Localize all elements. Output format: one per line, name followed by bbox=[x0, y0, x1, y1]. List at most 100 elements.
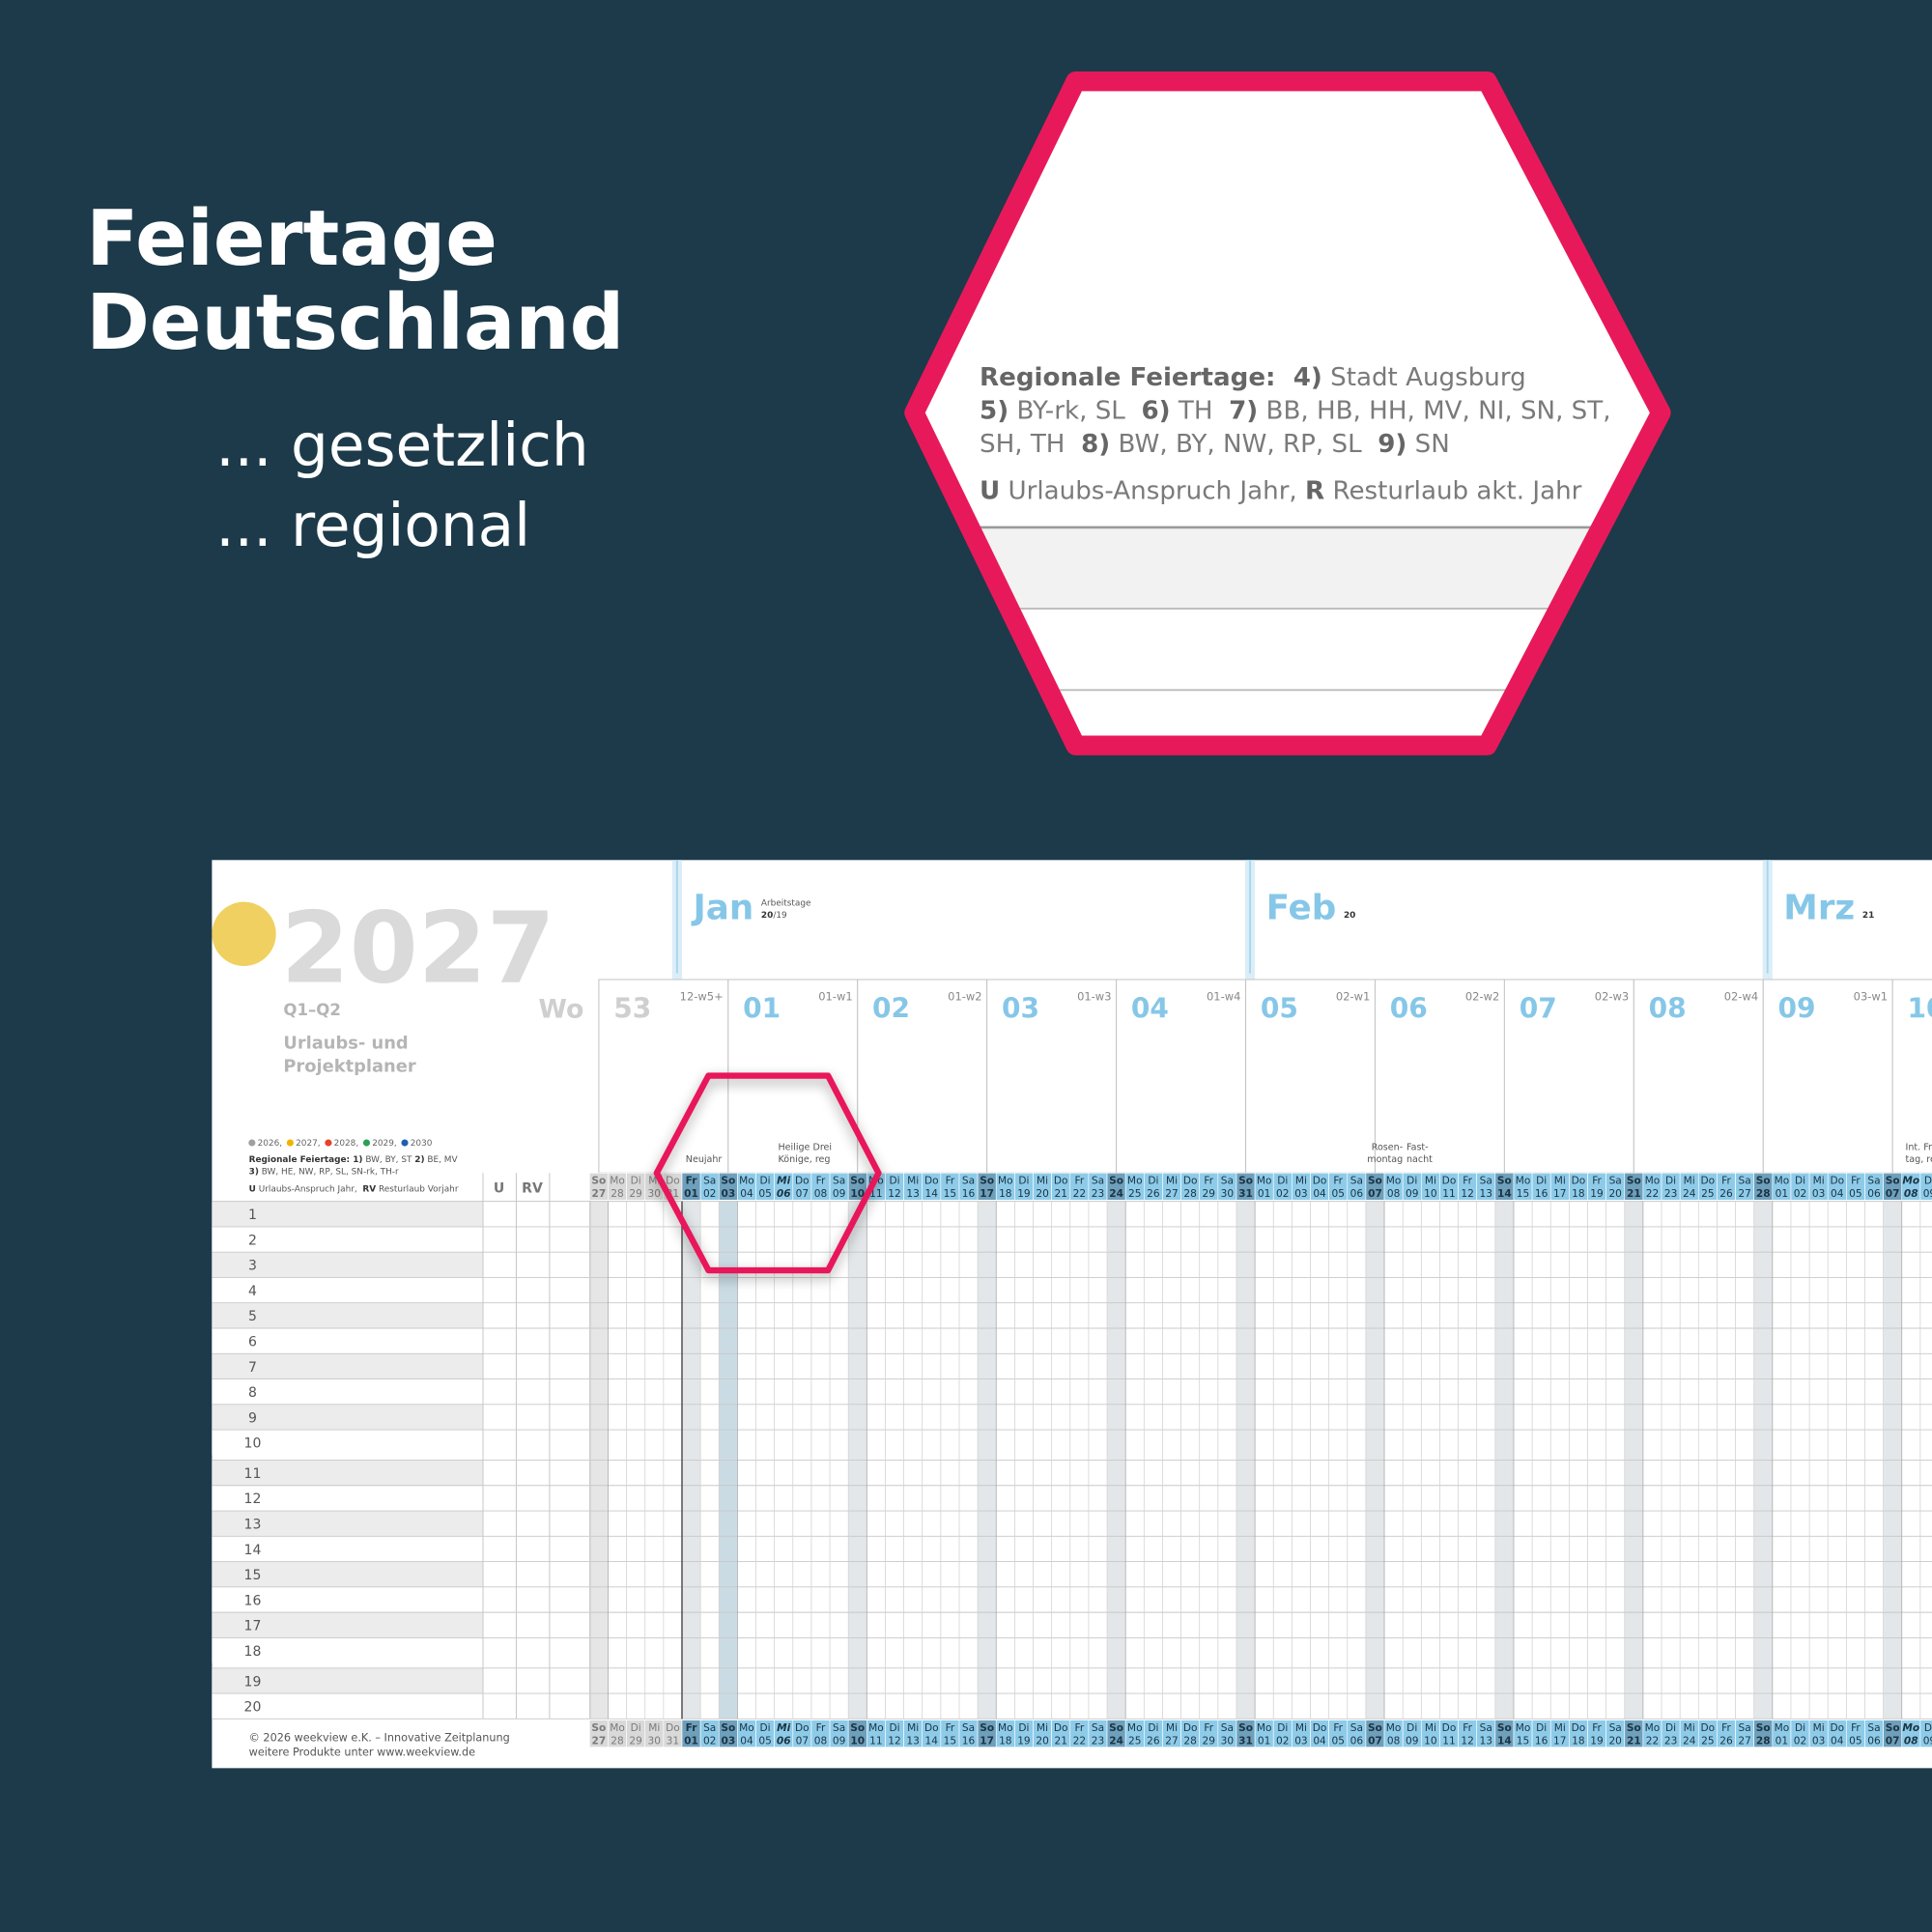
date: 16 bbox=[962, 1735, 976, 1747]
date: 10 bbox=[1424, 1188, 1437, 1200]
weekday: Do bbox=[666, 1176, 680, 1187]
date: 05 bbox=[1849, 1188, 1861, 1200]
weekday: Mo bbox=[610, 1722, 625, 1734]
date: 05 bbox=[1331, 1735, 1344, 1747]
weekday: So bbox=[1109, 1176, 1123, 1187]
weekday: Mo bbox=[1386, 1176, 1402, 1187]
date: 19 bbox=[1590, 1735, 1603, 1747]
weekday: Fr bbox=[1721, 1176, 1731, 1187]
week-box bbox=[1374, 979, 1505, 1174]
date: 25 bbox=[1128, 1188, 1141, 1200]
tagline: ... regional bbox=[215, 492, 530, 560]
week-number: 08 bbox=[1649, 993, 1687, 1025]
weekday: Mi bbox=[907, 1176, 919, 1187]
text-segment: 9) bbox=[1378, 430, 1406, 459]
date: 29 bbox=[629, 1735, 641, 1747]
row-label-cell bbox=[212, 1430, 483, 1456]
week-box bbox=[1633, 979, 1764, 1174]
weekday: Do bbox=[1313, 1722, 1327, 1734]
weekday: Mi bbox=[1554, 1176, 1566, 1187]
weekday: Mi bbox=[1684, 1722, 1695, 1734]
row-number: 14 bbox=[244, 1543, 262, 1558]
date: 11 bbox=[1442, 1735, 1455, 1747]
lens-line-text: Regionale Feiertage: 4) Stadt Augsburg bbox=[980, 363, 1526, 392]
date: 21 bbox=[1054, 1735, 1066, 1747]
legend-dot bbox=[248, 1139, 256, 1147]
weekday: Mo bbox=[1516, 1176, 1531, 1187]
weekday: Mi bbox=[1684, 1176, 1695, 1187]
weekday: Di bbox=[1277, 1176, 1288, 1187]
date: 22 bbox=[1646, 1188, 1659, 1200]
date: 18 bbox=[1572, 1735, 1584, 1747]
weekday: Mi bbox=[648, 1722, 660, 1734]
date: 02 bbox=[1276, 1735, 1289, 1747]
date: 19 bbox=[1590, 1188, 1603, 1200]
date: 05 bbox=[758, 1188, 771, 1200]
date: 07 bbox=[1368, 1188, 1382, 1200]
text-segment: 20 bbox=[1344, 911, 1355, 921]
text-segment: Urlaubs-Anspruch Jahr, bbox=[256, 1184, 363, 1194]
week-box bbox=[1503, 979, 1634, 1174]
date: 14 bbox=[1497, 1735, 1512, 1747]
week-number: 07 bbox=[1520, 993, 1557, 1025]
weekday: Fr bbox=[1075, 1722, 1085, 1734]
row-label-cell bbox=[212, 1460, 483, 1486]
weekday: Mo bbox=[739, 1722, 754, 1734]
weekday: Mi bbox=[1037, 1722, 1048, 1734]
weekday: Mi bbox=[777, 1176, 791, 1187]
date: 15 bbox=[1517, 1735, 1529, 1747]
weekday: Sa bbox=[1867, 1176, 1880, 1187]
date: 21 bbox=[1054, 1188, 1066, 1200]
weekday: Di bbox=[1795, 1722, 1805, 1734]
footer: © 2026 weekview e.K. – Innovative Zeitpl… bbox=[249, 1731, 510, 1744]
text-segment: 8) bbox=[1081, 430, 1110, 459]
date: 16 bbox=[1535, 1735, 1548, 1747]
date: 04 bbox=[1831, 1188, 1844, 1200]
date: 23 bbox=[1664, 1188, 1677, 1200]
weekday: Mo bbox=[1645, 1176, 1661, 1187]
weekday: Fr bbox=[946, 1722, 955, 1734]
text-segment: 5) bbox=[980, 397, 1009, 426]
date: 28 bbox=[1756, 1735, 1771, 1747]
row-number: 2 bbox=[248, 1233, 257, 1248]
date: 30 bbox=[1221, 1735, 1235, 1747]
legend-dot bbox=[401, 1139, 409, 1147]
date: 31 bbox=[1238, 1735, 1253, 1747]
month-note: 20/19 bbox=[761, 911, 787, 921]
weekday: So bbox=[1886, 1722, 1900, 1734]
weekday: So bbox=[980, 1176, 994, 1187]
row-label-cell bbox=[212, 1302, 483, 1328]
week-box bbox=[1245, 979, 1376, 1174]
row-label-cell bbox=[212, 1693, 483, 1719]
week-sub: 02-w4 bbox=[1724, 990, 1758, 1004]
day-note: nacht bbox=[1406, 1154, 1433, 1165]
weekday: So bbox=[1756, 1176, 1771, 1187]
weekday: So bbox=[1368, 1722, 1382, 1734]
date: 12 bbox=[1461, 1188, 1473, 1200]
row-number: 5 bbox=[248, 1309, 257, 1324]
date: 08 bbox=[1904, 1188, 1918, 1200]
text-segment: RV bbox=[362, 1184, 376, 1194]
date: 14 bbox=[925, 1188, 939, 1200]
day-note: Heilige Drei bbox=[778, 1143, 832, 1153]
weekday: Do bbox=[1442, 1176, 1457, 1187]
weekday: Mo bbox=[1127, 1722, 1143, 1734]
weekday: Fr bbox=[686, 1722, 698, 1734]
date: 21 bbox=[1627, 1188, 1641, 1200]
lens-border bbox=[904, 71, 1671, 755]
weekday: Mi bbox=[1295, 1176, 1307, 1187]
weekday: So bbox=[1497, 1722, 1512, 1734]
row-label-cell bbox=[212, 1561, 483, 1587]
weekday: So bbox=[850, 1722, 865, 1734]
date: 23 bbox=[1664, 1735, 1677, 1747]
weekday: Sa bbox=[1739, 1722, 1751, 1734]
month-note: 20 bbox=[1344, 911, 1355, 921]
row-number: 19 bbox=[244, 1674, 262, 1690]
weekday: Do bbox=[924, 1176, 939, 1187]
row-label-cell bbox=[212, 1226, 483, 1253]
headline: Deutschland bbox=[86, 278, 624, 367]
text-segment: U bbox=[980, 477, 1000, 506]
text-segment: SN bbox=[1406, 430, 1449, 459]
